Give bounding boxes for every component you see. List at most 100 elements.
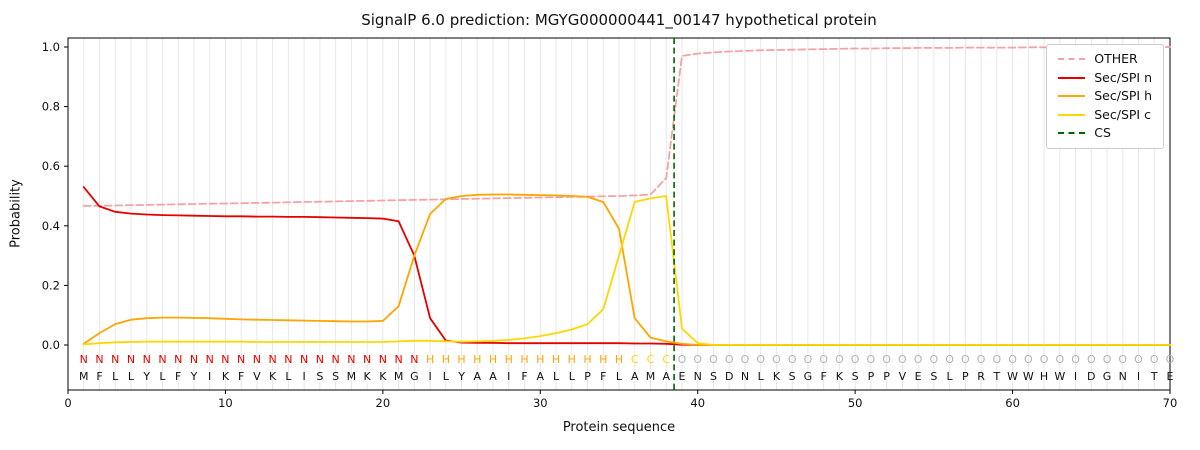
y-tick-label: 0.4 (42, 219, 60, 233)
sequence-letter: G (410, 370, 419, 383)
region-letter: O (992, 353, 1001, 366)
region-letter: H (442, 353, 450, 366)
region-letter: N (253, 353, 261, 366)
region-letter: O (678, 353, 687, 366)
sequence-letter: F (175, 370, 181, 383)
sequence-letter: I (428, 370, 431, 383)
x-tick-label: 30 (533, 396, 548, 410)
sequence-letter: M (347, 370, 357, 383)
region-letter: C (662, 353, 670, 366)
region-letter: C (631, 353, 639, 366)
x-tick-label: 20 (376, 396, 391, 410)
region-letter: N (95, 353, 103, 366)
region-letter: H (536, 353, 544, 366)
region-letter: H (583, 353, 591, 366)
legend-label: Sec/SPI c (1094, 106, 1151, 122)
legend-entry: Sec/SPI h (1058, 88, 1152, 103)
sequence-letter: W (1007, 370, 1018, 383)
sequence-letter: N (1119, 370, 1127, 383)
sequence-letter: S (316, 370, 323, 383)
region-letter: O (756, 353, 765, 366)
region-letter: N (206, 353, 214, 366)
legend-label: CS (1094, 125, 1111, 140)
region-letter: O (977, 353, 986, 366)
region-letter: N (300, 353, 308, 366)
region-letter: N (237, 353, 245, 366)
series-line-sec-spi-n (82, 186, 1171, 346)
y-tick-label: 0.6 (42, 159, 60, 173)
y-tick-label: 0.8 (42, 100, 60, 114)
sequence-letter: N (741, 370, 749, 383)
sequence-letter: I (507, 370, 510, 383)
region-letter: N (316, 353, 324, 366)
region-letter: N (127, 353, 135, 366)
region-letter: N (221, 353, 229, 366)
sequence-letter: K (836, 370, 844, 383)
region-letter: H (568, 353, 576, 366)
sequence-letter: Y (457, 370, 465, 383)
region-letter: O (1071, 353, 1080, 366)
legend-line-sample-icon (1058, 113, 1086, 116)
sequence-letter: R (977, 370, 985, 383)
region-letter: O (835, 353, 844, 366)
legend-line-sample-icon (1058, 132, 1086, 135)
y-tick-label: 0.2 (42, 278, 60, 292)
x-tick-label: 60 (1005, 396, 1020, 410)
y-tick-label: 1.0 (42, 40, 60, 54)
sequence-letter: S (332, 370, 339, 383)
region-letter: N (379, 353, 387, 366)
sequence-letter: Y (190, 370, 198, 383)
region-letter: O (1103, 353, 1112, 366)
sequence-letter: H (1040, 370, 1048, 383)
sequence-letter: L (569, 370, 576, 383)
region-letter: H (520, 353, 528, 366)
sequence-letter: Y (142, 370, 150, 383)
sequence-letter: M (79, 370, 89, 383)
y-tick-label: 0.0 (42, 338, 60, 352)
sequence-letter: M (646, 370, 656, 383)
sequence-letter: L (947, 370, 954, 383)
region-letter: O (1087, 353, 1096, 366)
sequence-letter: S (789, 370, 796, 383)
x-tick-label: 10 (218, 396, 233, 410)
region-letter: N (158, 353, 166, 366)
sequence-letter: A (474, 370, 482, 383)
region-letter: O (961, 353, 970, 366)
x-tick-label: 40 (690, 396, 705, 410)
region-letter: H (457, 353, 465, 366)
x-axis-label: Protein sequence (562, 420, 676, 435)
region-letter: O (1024, 353, 1033, 366)
region-letter: O (1040, 353, 1049, 366)
region-letter: O (1150, 353, 1159, 366)
legend-line-sample-icon (1058, 76, 1086, 79)
sequence-letter: A (489, 370, 497, 383)
region-letter: N (410, 353, 418, 366)
region-letter: O (693, 353, 702, 366)
sequence-letter: E (1167, 370, 1174, 383)
sequence-letter: K (364, 370, 372, 383)
region-letter: N (269, 353, 277, 366)
region-letter: O (804, 353, 813, 366)
region-letter: N (363, 353, 371, 366)
sequence-letter: D (725, 370, 733, 383)
region-letter: H (473, 353, 481, 366)
sequence-letter: L (553, 370, 560, 383)
sequence-letter: T (992, 370, 1000, 383)
legend-entry: CS (1058, 125, 1152, 140)
sequence-letter: F (820, 370, 826, 383)
legend: OTHER Sec/SPI n Sec/SPI h Sec/SPI c CS (1046, 44, 1164, 149)
sequence-letter: S (930, 370, 937, 383)
sequence-letter: I (303, 370, 306, 383)
sequence-letter: P (868, 370, 875, 383)
sequence-letter: E (678, 370, 685, 383)
legend-label: Sec/SPI h (1094, 88, 1152, 103)
region-letter: O (1134, 353, 1143, 366)
sequence-letter: K (773, 370, 781, 383)
sequence-letter: L (758, 370, 765, 383)
region-letter: N (332, 353, 340, 366)
sequence-letter: G (804, 370, 813, 383)
region-letter: O (709, 353, 718, 366)
legend-entry: OTHER (1058, 52, 1152, 66)
region-letter: O (930, 353, 939, 366)
